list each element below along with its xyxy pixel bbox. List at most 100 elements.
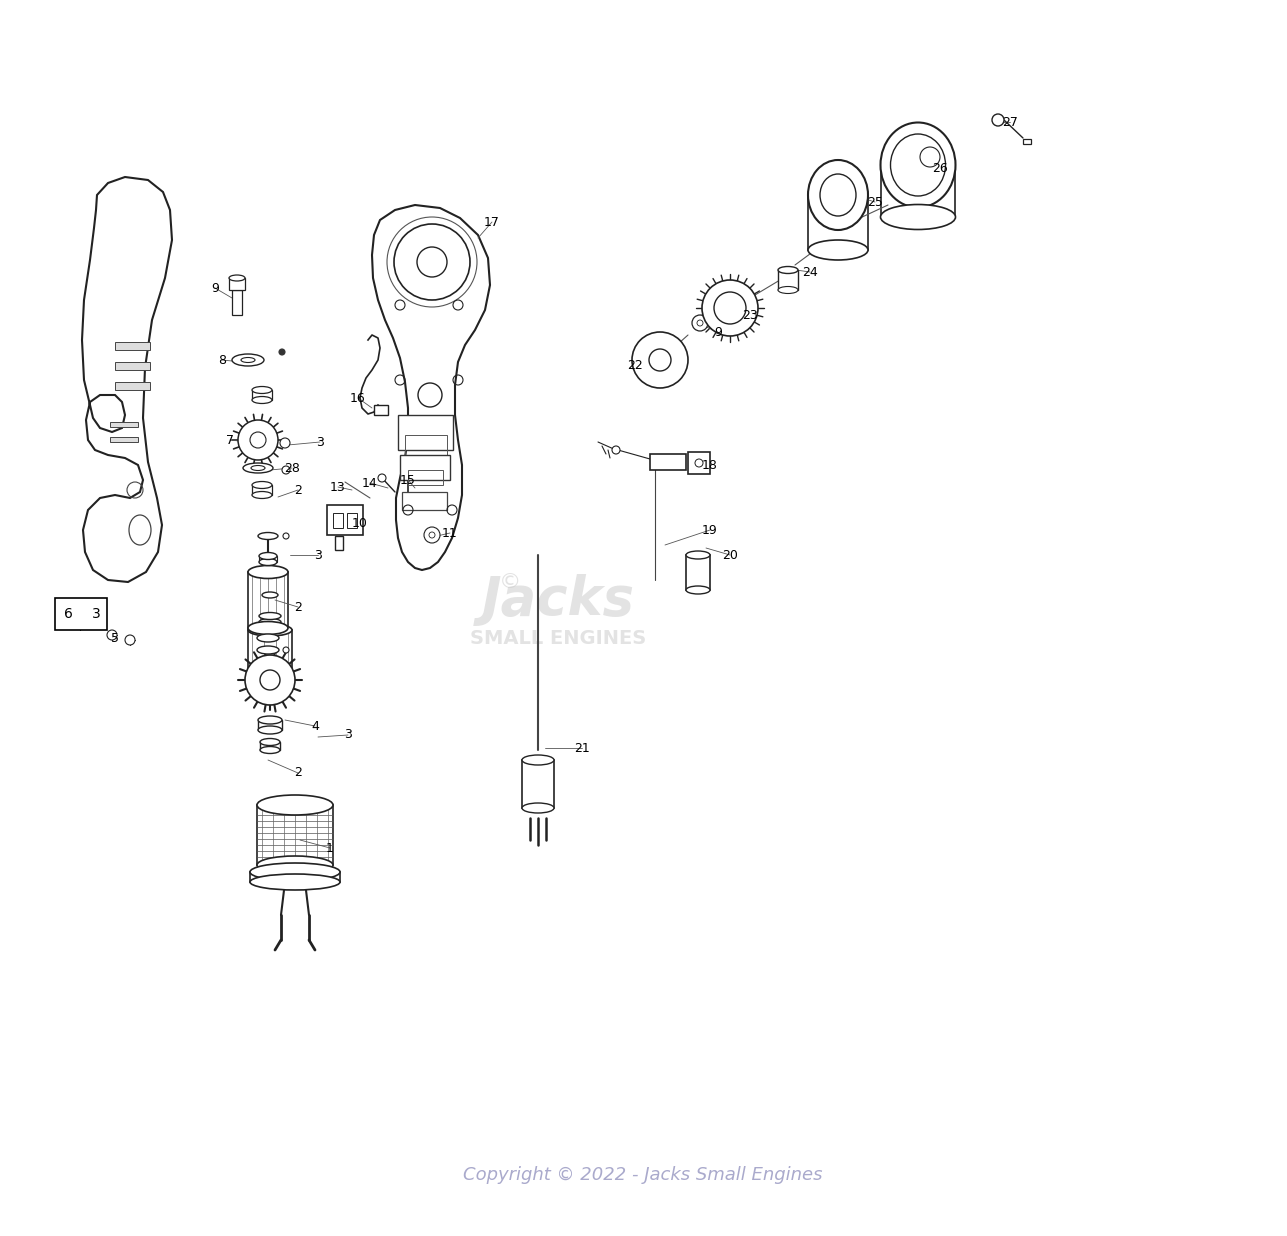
- Ellipse shape: [260, 738, 281, 745]
- Text: 23: 23: [743, 309, 758, 321]
- Bar: [405, 435, 447, 455]
- Circle shape: [283, 646, 290, 653]
- Circle shape: [282, 466, 290, 473]
- Circle shape: [125, 635, 135, 645]
- Text: 22: 22: [627, 358, 644, 372]
- Polygon shape: [808, 195, 867, 250]
- Text: 3: 3: [91, 607, 100, 620]
- Circle shape: [714, 292, 746, 324]
- Ellipse shape: [229, 274, 245, 281]
- Ellipse shape: [808, 240, 867, 260]
- Text: 2: 2: [293, 766, 302, 780]
- Polygon shape: [260, 742, 281, 750]
- Ellipse shape: [263, 695, 278, 701]
- Bar: [375, 405, 387, 415]
- Text: Copyright © 2022 - Jacks Small Engines: Copyright © 2022 - Jacks Small Engines: [463, 1166, 822, 1184]
- Text: 18: 18: [703, 459, 718, 471]
- Bar: [252, 485, 272, 494]
- Text: 15: 15: [400, 473, 416, 487]
- Text: 3: 3: [344, 728, 351, 742]
- Bar: [1023, 138, 1031, 145]
- Polygon shape: [250, 873, 340, 883]
- Bar: [229, 278, 245, 290]
- Bar: [400, 455, 450, 480]
- Text: 28: 28: [284, 461, 300, 475]
- Bar: [335, 536, 344, 550]
- Bar: [686, 555, 710, 590]
- Circle shape: [920, 147, 940, 167]
- Text: Jacks: Jacks: [481, 574, 634, 625]
- Circle shape: [613, 446, 620, 454]
- Text: 25: 25: [867, 195, 883, 209]
- Text: ©: ©: [499, 572, 521, 592]
- Circle shape: [283, 533, 290, 539]
- Text: 21: 21: [574, 742, 589, 754]
- Text: 9: 9: [714, 325, 722, 339]
- Ellipse shape: [252, 482, 272, 488]
- Ellipse shape: [260, 747, 281, 754]
- Bar: [55, 598, 107, 630]
- Ellipse shape: [891, 133, 946, 197]
- Ellipse shape: [259, 552, 277, 560]
- Text: 7: 7: [227, 434, 234, 446]
- Bar: [232, 290, 242, 315]
- Bar: [115, 342, 151, 350]
- Polygon shape: [248, 572, 288, 628]
- Bar: [115, 362, 151, 370]
- Polygon shape: [259, 616, 281, 622]
- Ellipse shape: [259, 559, 277, 566]
- Ellipse shape: [880, 204, 955, 230]
- Text: 9: 9: [211, 282, 219, 294]
- Text: 20: 20: [722, 549, 737, 561]
- Ellipse shape: [248, 624, 292, 637]
- Circle shape: [418, 383, 441, 407]
- Ellipse shape: [523, 755, 553, 765]
- Ellipse shape: [241, 357, 255, 362]
- Ellipse shape: [248, 566, 288, 578]
- Ellipse shape: [232, 353, 264, 366]
- Bar: [333, 513, 344, 528]
- Polygon shape: [82, 177, 172, 582]
- Bar: [523, 760, 553, 808]
- Polygon shape: [372, 205, 490, 570]
- Circle shape: [250, 433, 266, 447]
- Circle shape: [107, 630, 117, 640]
- Polygon shape: [257, 721, 282, 730]
- Text: 6: 6: [63, 607, 72, 620]
- Bar: [650, 454, 686, 470]
- Circle shape: [649, 349, 671, 371]
- Text: 2: 2: [293, 483, 302, 497]
- Circle shape: [429, 531, 435, 538]
- Circle shape: [279, 349, 284, 355]
- Bar: [115, 382, 151, 391]
- Polygon shape: [882, 164, 955, 218]
- Text: 2: 2: [293, 601, 302, 613]
- Bar: [109, 421, 138, 426]
- Ellipse shape: [243, 464, 273, 473]
- Text: 13: 13: [331, 481, 346, 493]
- Text: 5: 5: [111, 632, 118, 644]
- Ellipse shape: [263, 592, 278, 598]
- Ellipse shape: [259, 613, 281, 619]
- Text: 8: 8: [218, 353, 227, 367]
- Ellipse shape: [257, 533, 278, 539]
- Text: 1: 1: [326, 842, 333, 854]
- Bar: [347, 513, 356, 528]
- Bar: [689, 452, 710, 473]
- Circle shape: [260, 670, 281, 690]
- Ellipse shape: [259, 618, 281, 625]
- Polygon shape: [257, 805, 333, 865]
- Ellipse shape: [257, 795, 333, 815]
- Polygon shape: [248, 630, 292, 690]
- Circle shape: [632, 332, 689, 388]
- Ellipse shape: [251, 466, 265, 471]
- Polygon shape: [259, 556, 277, 562]
- Text: 19: 19: [703, 524, 718, 536]
- Circle shape: [701, 281, 758, 336]
- Text: 11: 11: [443, 527, 458, 539]
- Ellipse shape: [257, 857, 333, 874]
- Ellipse shape: [252, 387, 272, 393]
- Ellipse shape: [686, 586, 710, 595]
- Ellipse shape: [880, 122, 955, 208]
- Text: 24: 24: [802, 266, 817, 278]
